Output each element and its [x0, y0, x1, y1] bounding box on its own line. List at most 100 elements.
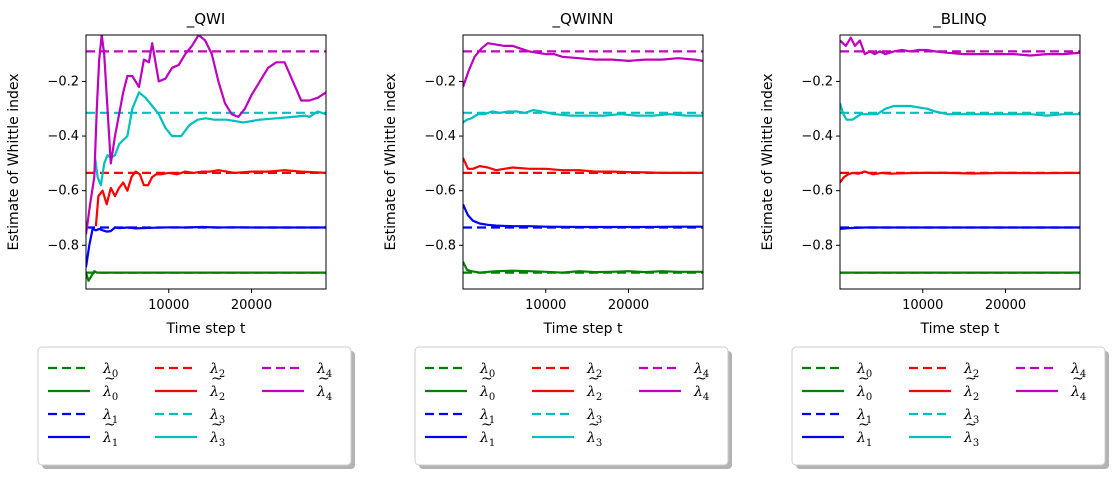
legend-label: λ3	[586, 407, 602, 426]
legend-tilde: ~	[588, 417, 600, 433]
legend-box	[791, 346, 1106, 466]
legend-label: λ0	[856, 361, 872, 380]
series-line-lambda-tilde-2	[94, 169, 326, 227]
legend-label: λ2	[963, 384, 979, 403]
series-line-lambda-tilde-2	[463, 157, 703, 174]
chart-panel-1: _QWINN 10000 20000 −0.8 −0.6 −0.4 −0.2 Time ste…	[383, 10, 732, 469]
legend-label: λ0	[102, 361, 118, 380]
y-tick-label: −0.2	[47, 74, 79, 89]
series-line-lambda-tilde-4	[463, 42, 703, 88]
plot-frame	[85, 34, 327, 290]
chart-title: _QWI	[186, 10, 226, 29]
legend-label: λ2	[209, 384, 225, 403]
legend-label: λ4	[693, 361, 709, 380]
legend-label: λ1	[102, 430, 118, 449]
legend-label: λ3	[963, 430, 979, 449]
legend-tilde: ~	[1072, 371, 1084, 387]
legend-tilde: ~	[211, 417, 223, 433]
legend-label: λ1	[479, 407, 495, 426]
legend-tilde: ~	[318, 371, 330, 387]
legend-label: λ0	[856, 384, 872, 403]
y-tick-label: −0.8	[47, 238, 79, 253]
y-tick-label: −0.8	[801, 238, 833, 253]
series-group	[463, 42, 703, 274]
legend-tilde: ~	[695, 371, 707, 387]
series-group	[86, 35, 326, 282]
legend-label: λ3	[209, 407, 225, 426]
series-line-lambda-tilde-0	[463, 261, 703, 274]
x-tick-label: 10000	[525, 298, 566, 313]
series-line-lambda-tilde-1	[840, 226, 1080, 230]
chart-title: _BLINQ	[932, 10, 987, 29]
plot-frame	[462, 34, 704, 290]
y-tick-label: −0.6	[424, 184, 456, 199]
legend-tilde: ~	[858, 417, 870, 433]
legend-label: λ4	[1070, 361, 1086, 380]
y-axis-label: Estimate of Whittle index	[6, 73, 22, 250]
legend-label: λ1	[856, 430, 872, 449]
y-tick-label: −0.4	[47, 129, 79, 144]
y-tick-label: −0.6	[47, 184, 79, 199]
legend-label: λ0	[479, 361, 495, 380]
series-line-lambda-tilde-1	[463, 203, 703, 229]
legend-label: λ4	[693, 384, 709, 403]
legend-label: λ3	[209, 430, 225, 449]
legend-label: λ1	[856, 407, 872, 426]
series-group	[840, 36, 1080, 274]
x-tick-label: 20000	[231, 298, 272, 313]
chart-panel-0: _QWI 10000 20000 −0.8 −0.6 −0.4 −0.2 Time step …	[6, 10, 355, 469]
legend-tilde: ~	[588, 371, 600, 387]
x-tick-label: 20000	[985, 298, 1026, 313]
legend-tilde: ~	[965, 371, 977, 387]
x-tick-label: 10000	[148, 298, 189, 313]
legend-label: λ2	[586, 384, 602, 403]
legend-label: λ3	[586, 430, 602, 449]
y-axis-label: Estimate of Whittle index	[760, 73, 776, 250]
series-line-lambda-tilde-4	[86, 35, 326, 235]
legend-tilde: ~	[481, 371, 493, 387]
series-line-lambda-tilde-3	[463, 108, 703, 124]
x-axis-label: Time step t	[543, 321, 623, 337]
legend-tilde: ~	[481, 417, 493, 433]
y-tick-label: −0.2	[801, 74, 833, 89]
legend-box	[37, 346, 352, 466]
legend-label: λ4	[1070, 384, 1086, 403]
series-line-lambda-tilde-1	[86, 225, 326, 268]
y-tick-label: −0.2	[424, 74, 456, 89]
y-tick-label: −0.8	[424, 238, 456, 253]
series-line-lambda-tilde-0	[86, 270, 326, 282]
legend-label: λ1	[479, 430, 495, 449]
legend-tilde: ~	[965, 417, 977, 433]
legend-label: λ1	[102, 407, 118, 426]
y-tick-label: −0.4	[424, 129, 456, 144]
x-tick-label: 10000	[902, 298, 943, 313]
series-line-lambda-tilde-3	[840, 102, 1080, 121]
legend-box	[414, 346, 729, 466]
y-tick-label: −0.6	[801, 184, 833, 199]
plot-frame	[839, 34, 1081, 290]
y-axis-label: Estimate of Whittle index	[383, 73, 399, 250]
legend-label: λ2	[209, 361, 225, 380]
chart-title: _QWINN	[551, 10, 613, 29]
chart-panel-2: _BLINQ 10000 20000 −0.8 −0.6 −0.4 −0.2 Time ste…	[760, 10, 1109, 469]
x-tick-label: 20000	[608, 298, 649, 313]
series-line-lambda-tilde-4	[840, 36, 1080, 57]
x-axis-label: Time step t	[920, 321, 1000, 337]
legend-label: λ3	[963, 407, 979, 426]
legend-tilde: ~	[104, 371, 116, 387]
legend-label: λ2	[586, 361, 602, 380]
series-line-lambda-tilde-2	[840, 170, 1080, 184]
legend-tilde: ~	[104, 417, 116, 433]
legend-tilde: ~	[858, 371, 870, 387]
x-axis-label: Time step t	[166, 321, 246, 337]
legend-tilde: ~	[211, 371, 223, 387]
legend-label: λ0	[479, 384, 495, 403]
legend-label: λ2	[963, 361, 979, 380]
y-tick-label: −0.4	[801, 129, 833, 144]
legend-label: λ0	[102, 384, 118, 403]
legend-label: λ4	[316, 384, 332, 403]
